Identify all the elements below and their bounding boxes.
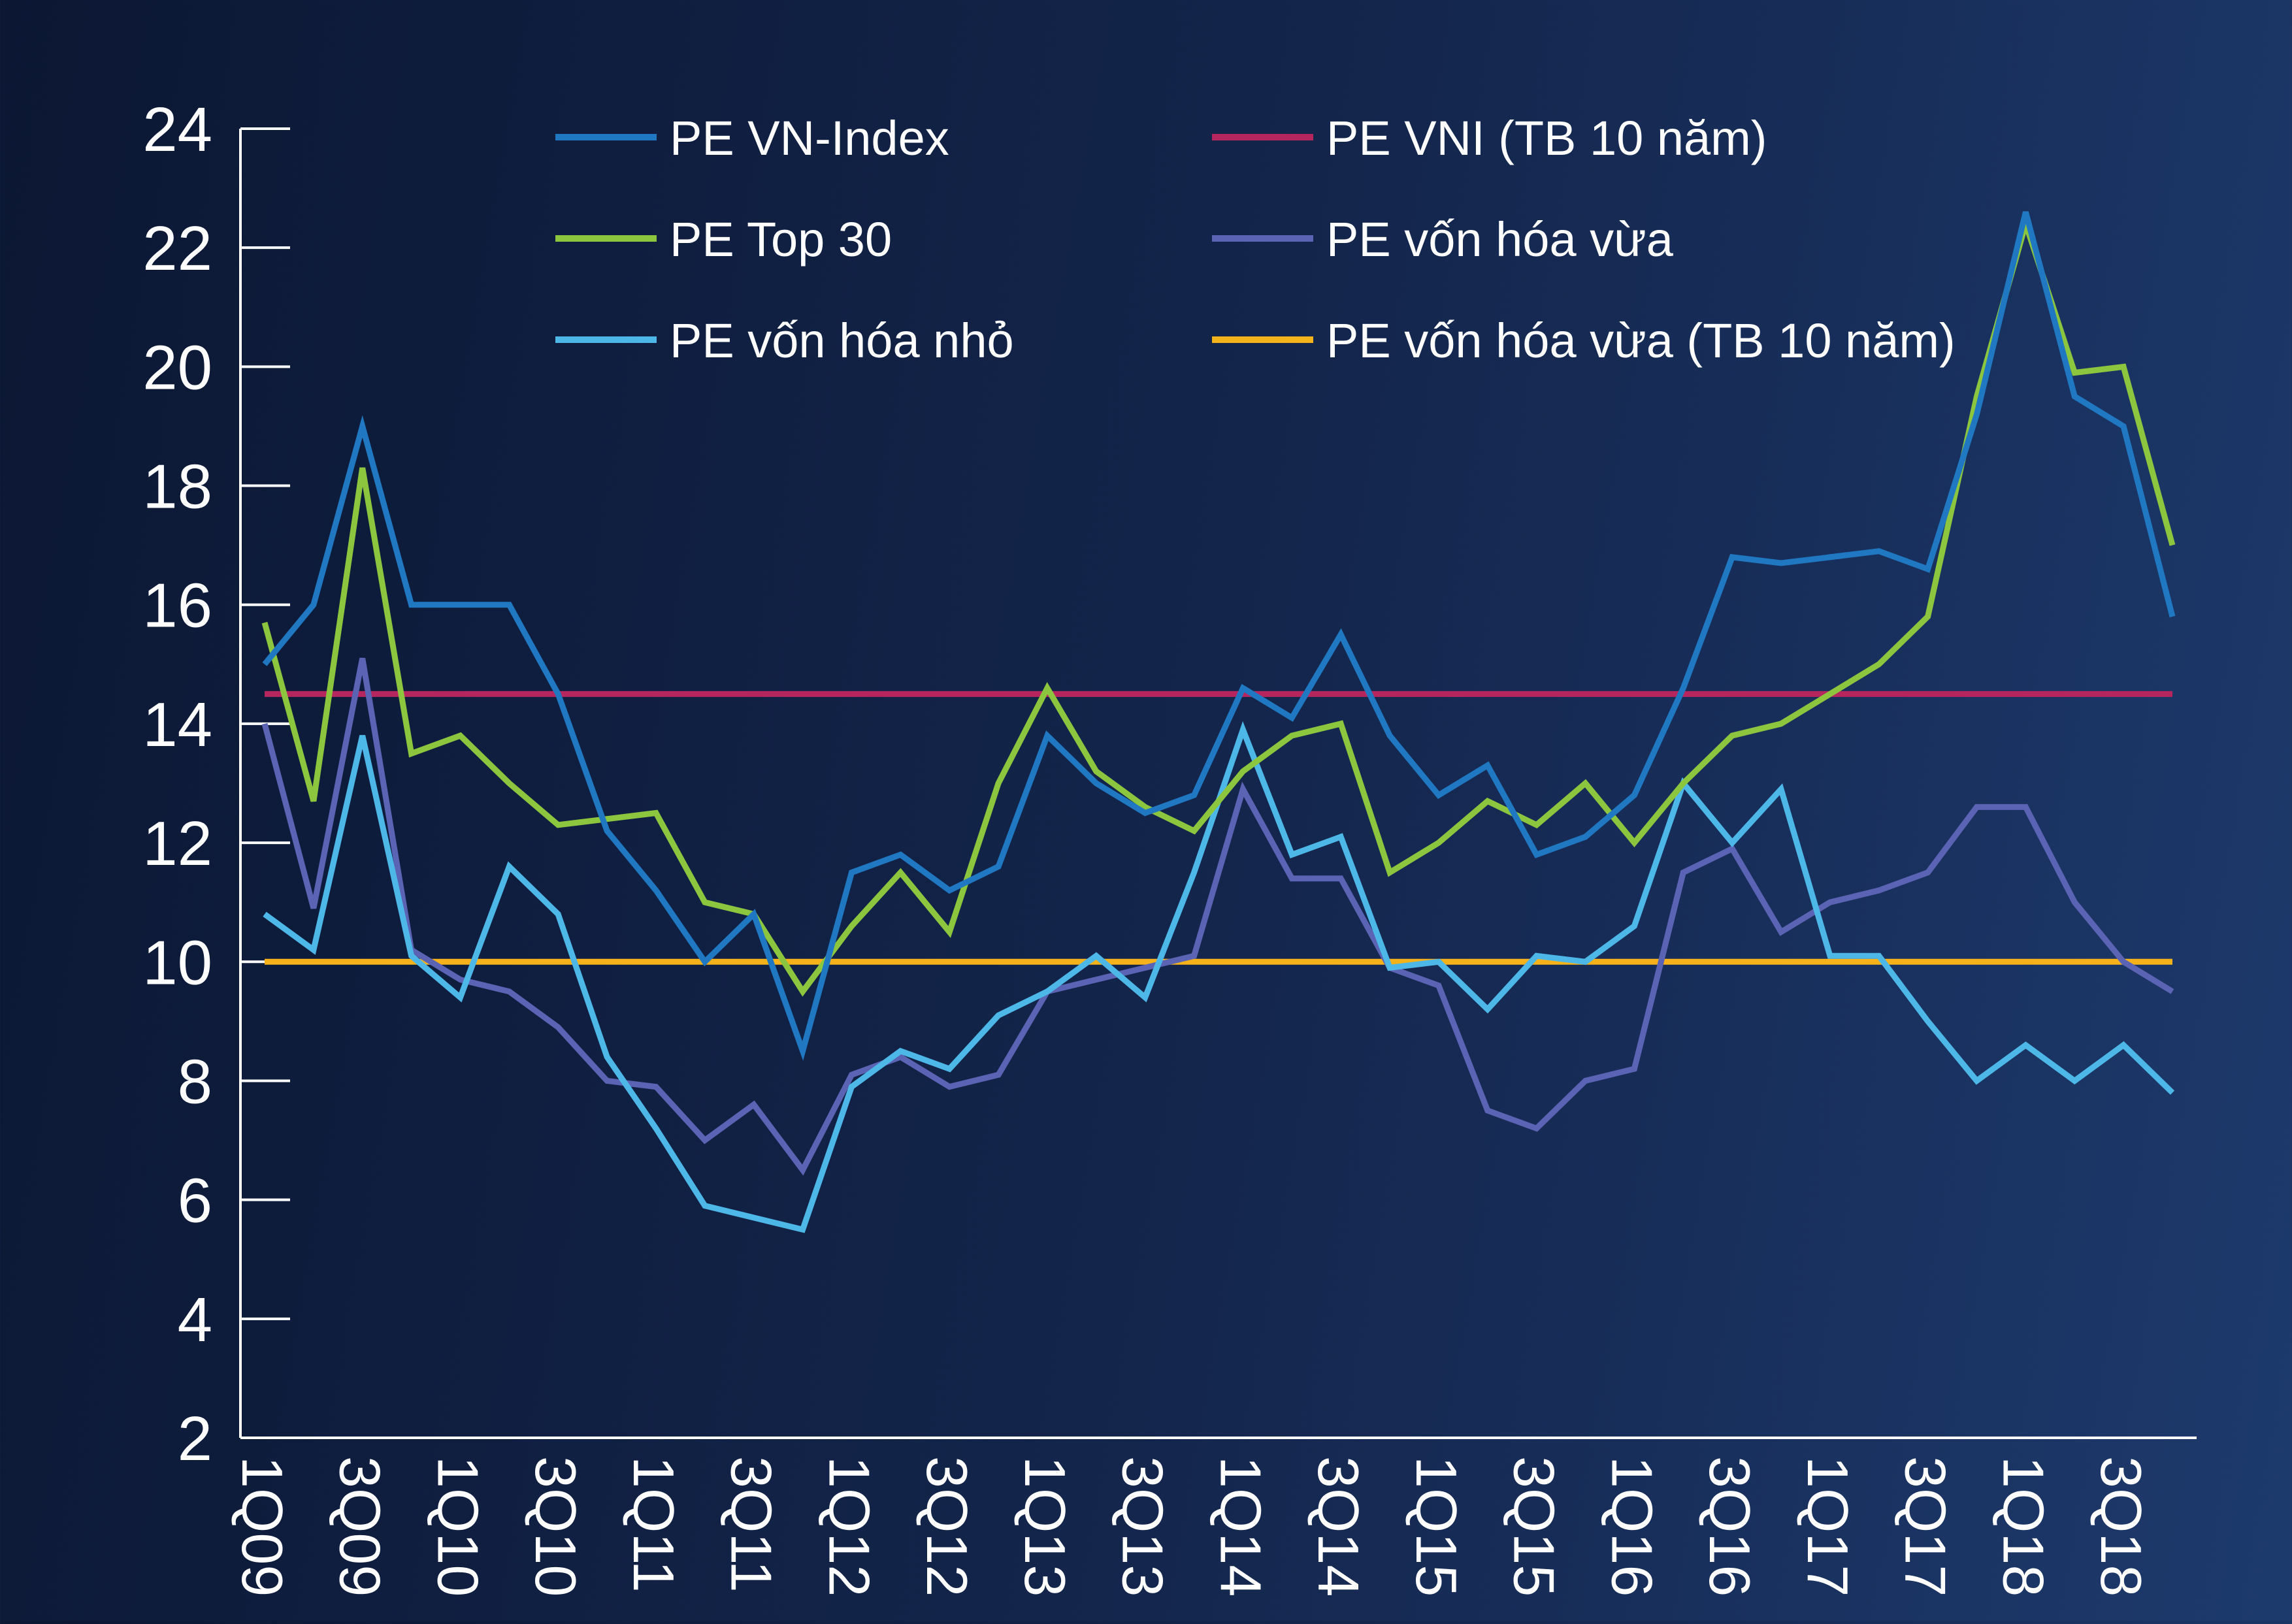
x-tick-label: 1Q11 (621, 1456, 686, 1593)
x-tick-label: 3Q10 (523, 1456, 588, 1597)
x-tick-label: 3Q13 (1111, 1456, 1175, 1597)
x-tick-label: 1Q09 (230, 1456, 295, 1597)
x-tick-label: 1Q15 (1404, 1456, 1469, 1597)
legend-label: PE VN-Index (670, 111, 949, 165)
y-tick-label: 4 (178, 1285, 212, 1355)
y-tick-label: 16 (142, 571, 212, 641)
x-tick-label: 3Q09 (328, 1456, 393, 1597)
x-tick-label: 3Q14 (1306, 1456, 1371, 1597)
x-tick-label: 3Q11 (719, 1456, 784, 1593)
x-tick-label: 3Q12 (915, 1456, 979, 1597)
x-tick-label: 1Q16 (1599, 1456, 1664, 1597)
y-tick-label: 6 (178, 1166, 212, 1236)
x-tick-label: 1Q13 (1013, 1456, 1077, 1597)
legend-label: PE VNI (TB 10 năm) (1326, 111, 1767, 165)
x-tick-label: 1Q12 (817, 1456, 881, 1597)
y-tick-label: 2 (178, 1404, 212, 1474)
x-tick-label: 3Q18 (2089, 1456, 2153, 1597)
x-tick-label: 1Q18 (1991, 1456, 2055, 1597)
legend-label: PE vốn hóa vừa (TB 10 năm) (1326, 314, 1956, 368)
legend-label: PE vốn hóa vừa (1326, 212, 1674, 267)
legend: PE VN-Index PE VNI (TB 10 năm) PE Top 30 PE… (555, 111, 1956, 368)
y-tick-label: 18 (142, 452, 212, 522)
x-tick-label: 1Q17 (1795, 1456, 1860, 1597)
x-tick-label: 3Q15 (1502, 1456, 1567, 1597)
x-tick-label: 3Q16 (1697, 1456, 1762, 1597)
legend-label: PE Top 30 (670, 212, 892, 267)
x-tick-label: 1Q14 (1208, 1456, 1273, 1597)
series-line (262, 211, 2176, 1061)
x-tick-label: 1Q10 (425, 1456, 490, 1597)
series-line (261, 657, 2174, 1176)
series-layer (261, 211, 2176, 1233)
y-tick-label: 24 (142, 95, 212, 165)
y-tick-label: 10 (142, 928, 212, 998)
series-line (261, 214, 2176, 997)
y-tick-label: 20 (142, 333, 212, 402)
y-tick-label: 14 (142, 690, 212, 760)
x-tick-label: 3Q17 (1893, 1456, 1958, 1597)
y-tick-label: 22 (142, 214, 212, 284)
y-tick-label: 8 (178, 1047, 212, 1116)
legend-label: PE vốn hóa nhỏ (670, 314, 1014, 368)
y-tick-label: 12 (142, 809, 212, 879)
